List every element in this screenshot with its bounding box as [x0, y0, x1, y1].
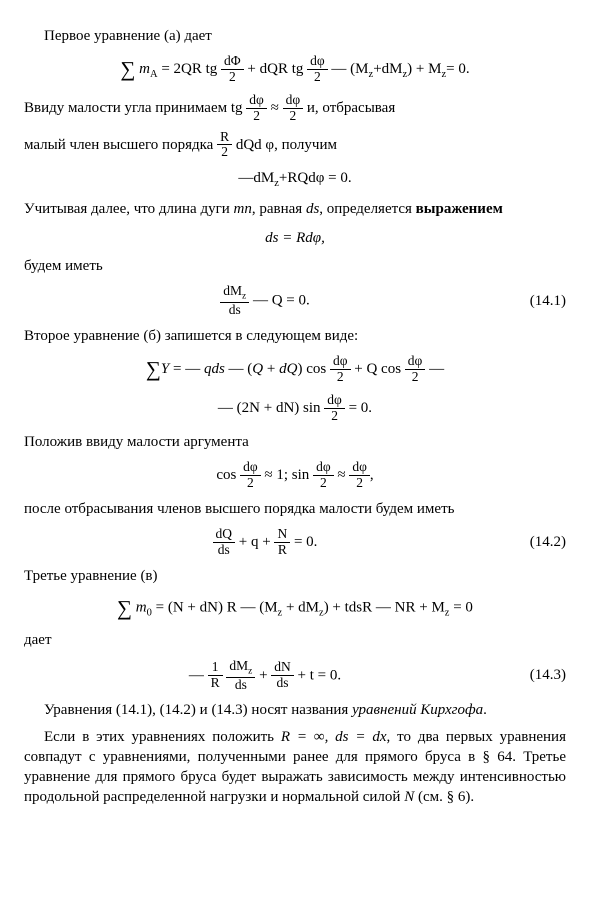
para-3: малый член высшего порядка R2 dQd φ, пол… — [24, 130, 566, 161]
equation-9: — 1R dMzds + dNds + t = 0. — [24, 659, 506, 693]
equation-1: ∑ mA = 2QR tg dΦ2 + dQR tg dφ2 — (Mz+dMz… — [24, 54, 566, 85]
equation-4-tag: (14.1) — [506, 291, 566, 311]
para-12: Если в этих уравнениях положить R = ∞, d… — [24, 727, 566, 808]
para-4: Учитывая далее, что длина дуги mn, равна… — [24, 199, 566, 219]
para-8: после отбрасывания членов высшего порядк… — [24, 499, 566, 519]
para-7: Положив ввиду малости аргумента — [24, 432, 566, 452]
equation-2: —dMz+RQdφ = 0. — [24, 168, 566, 191]
equation-7: dQds + q + NR = 0. — [24, 527, 506, 558]
para-11: Уравнения (14.1), (14.2) и (14.3) носят … — [24, 700, 566, 720]
equation-9-tag: (14.3) — [506, 665, 566, 685]
para-1: Первое уравнение (а) дает — [24, 26, 566, 46]
equation-7-row: dQds + q + NR = 0. (14.2) — [24, 527, 566, 558]
equation-8: ∑ m0 = (N + dN) R — (Mz + dMz) + tdsR — … — [24, 594, 566, 622]
para-6: Второе уравнение (б) запишется в следующ… — [24, 326, 566, 346]
para-2: Ввиду малости угла принимаем tg dφ2 ≈ dφ… — [24, 93, 566, 124]
equation-6: cos dφ2 ≈ 1; sin dφ2 ≈ dφ2, — [24, 460, 566, 491]
equation-4: dMzds — Q = 0. — [24, 284, 506, 318]
para-9: Третье уравнение (в) — [24, 566, 566, 586]
equation-9-row: — 1R dMzds + dNds + t = 0. (14.3) — [24, 659, 566, 693]
equation-3: ds = Rdφ, — [24, 228, 566, 248]
para-5: будем иметь — [24, 256, 566, 276]
equation-5-line2: — (2N + dN) sin dφ2 = 0. — [24, 393, 566, 424]
equation-5-line1: ∑Y = — qds — (Q + dQ) cos dφ2 + Q cos dφ… — [24, 354, 566, 385]
equation-4-row: dMzds — Q = 0. (14.1) — [24, 284, 566, 318]
para-10: дает — [24, 630, 566, 650]
equation-7-tag: (14.2) — [506, 532, 566, 552]
